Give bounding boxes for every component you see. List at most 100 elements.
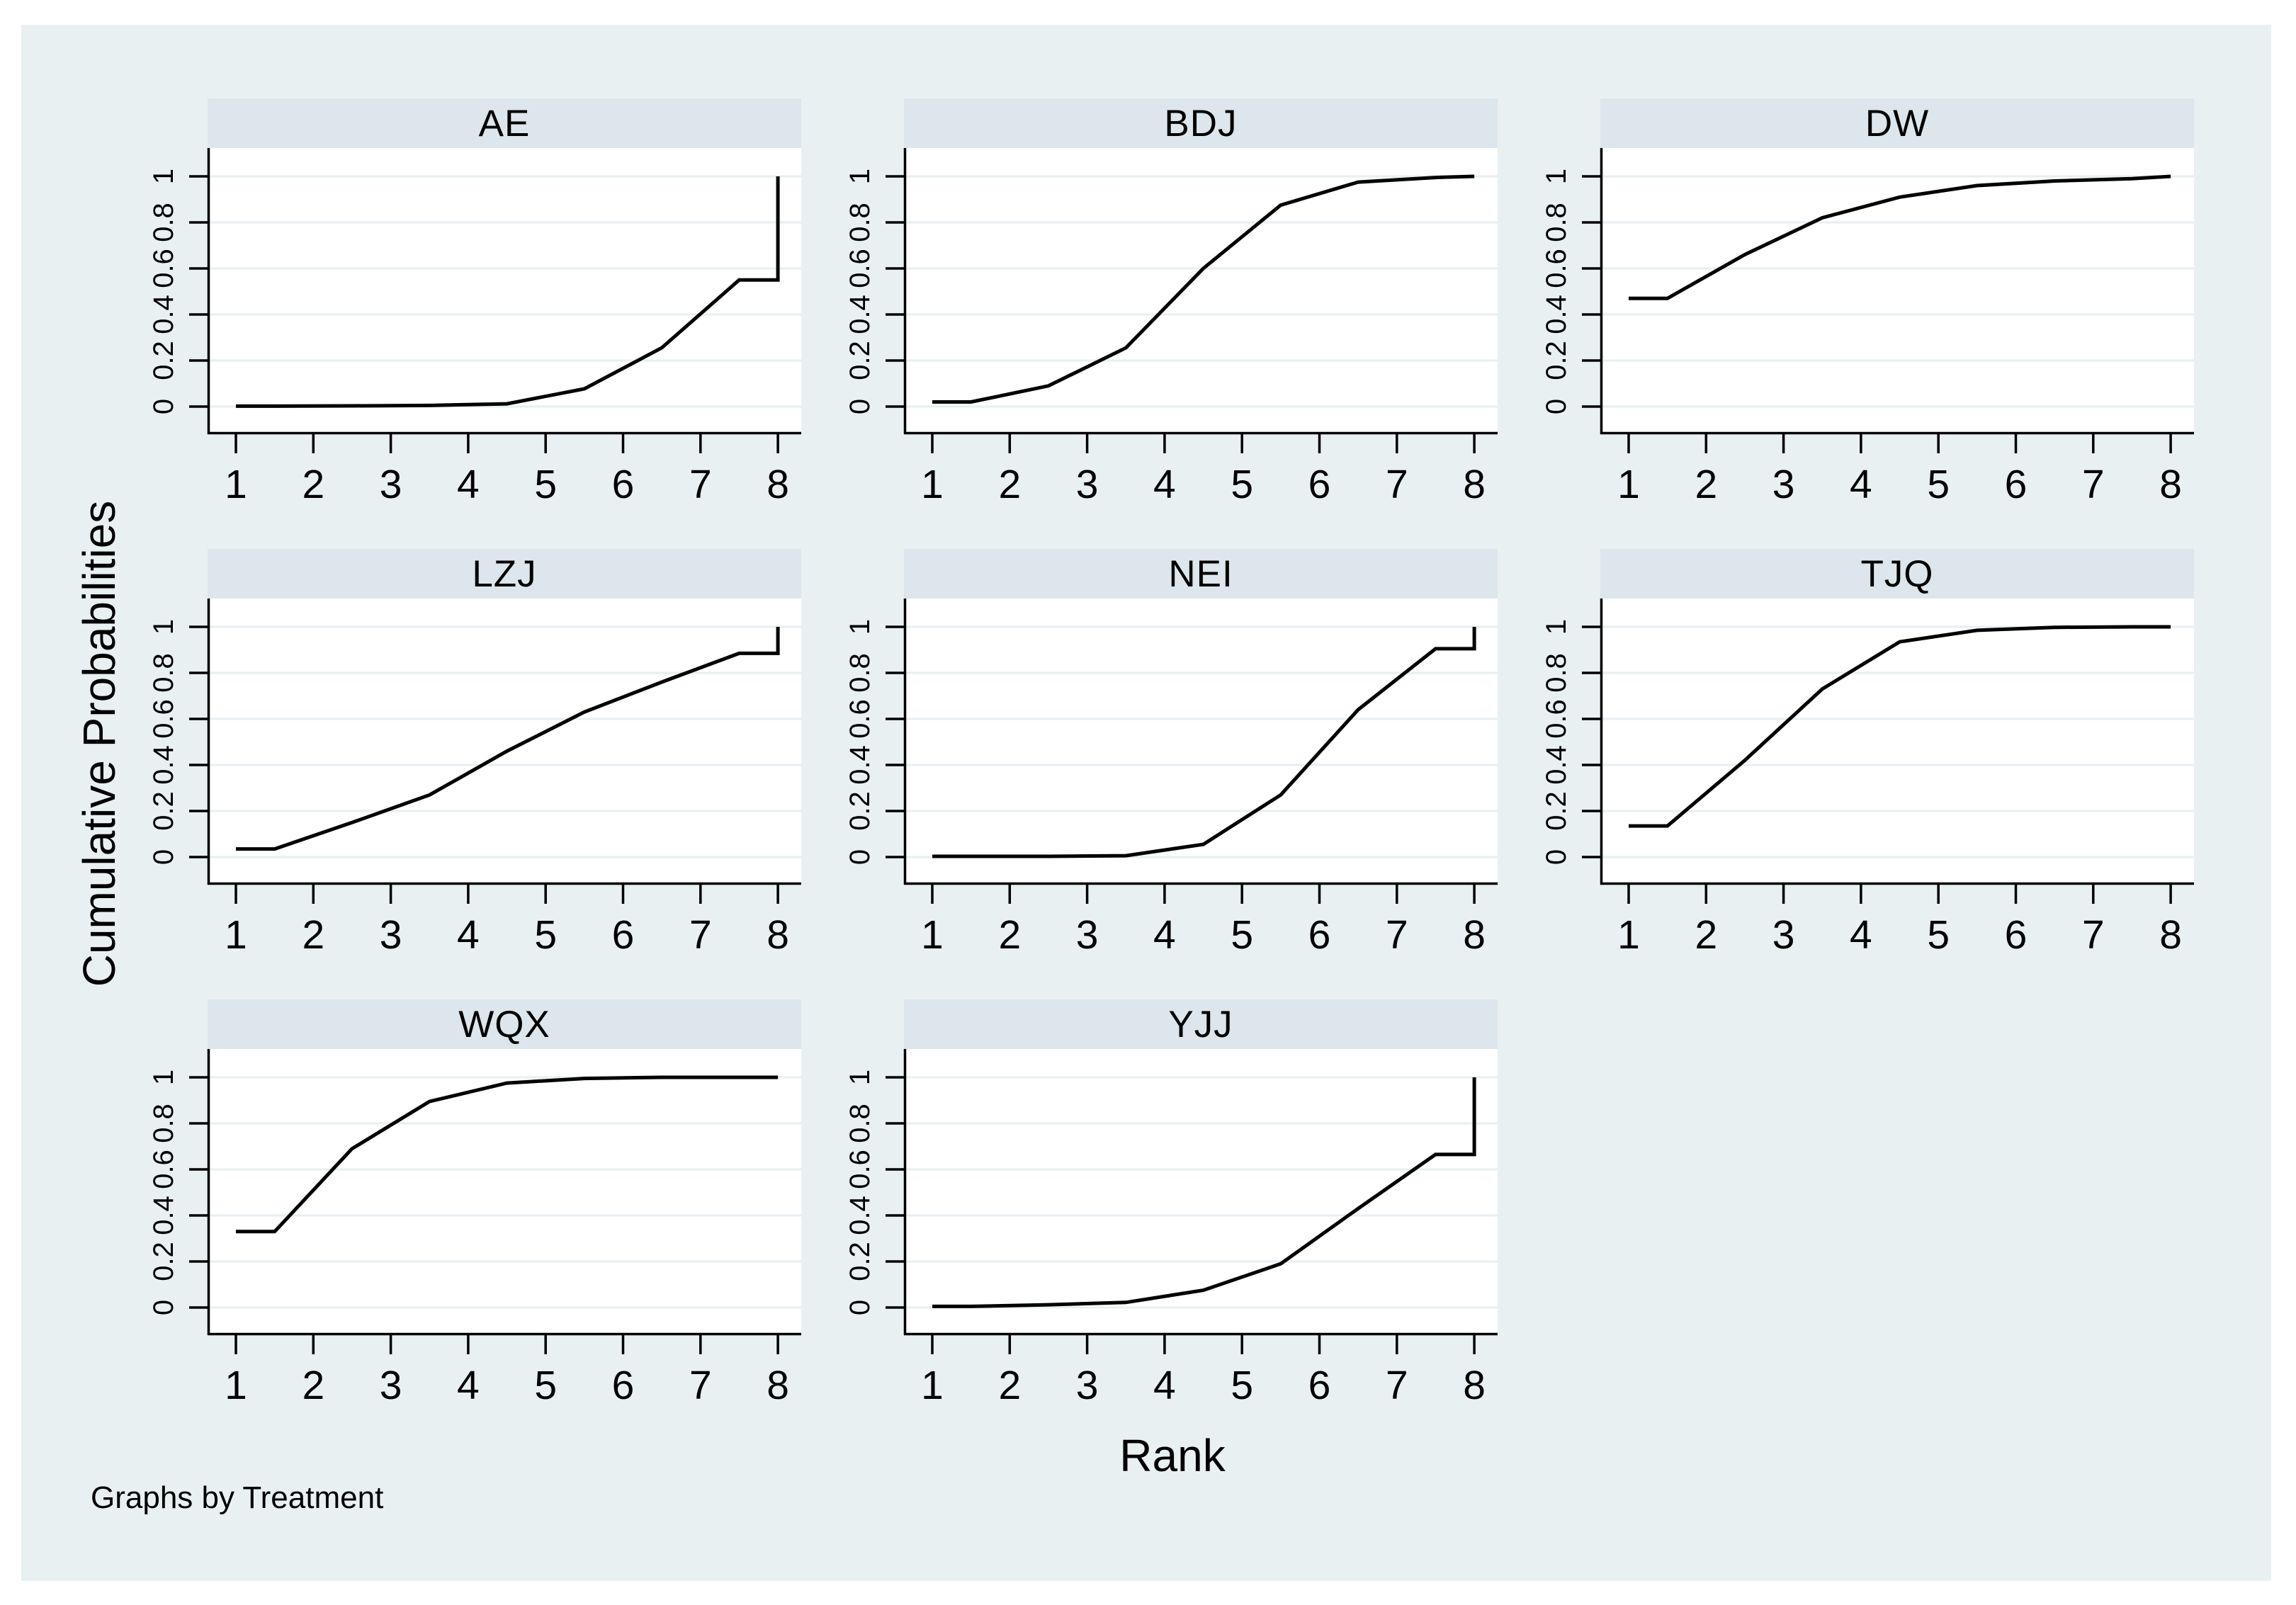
x-tick-label: 7 <box>1386 1363 1408 1408</box>
x-tick-label: 4 <box>457 1363 480 1408</box>
x-tick-label: 1 <box>225 912 247 958</box>
y-tick-label: 0.2 <box>1541 341 1572 380</box>
facet-plot: 0 0.2 0.4 0.6 0.8 1 1 2 3 4 5 6 7 8 <box>1541 148 2194 507</box>
facet-title: YJJ <box>1168 1003 1233 1045</box>
y-tick-label: 0.6 <box>148 249 179 288</box>
facet-header: TJQ <box>1600 549 2194 599</box>
x-tick-label: 7 <box>2082 462 2105 507</box>
series-line <box>236 1075 779 1234</box>
x-tick-label: 3 <box>380 912 402 958</box>
x-tick-label: 4 <box>457 912 480 958</box>
x-tick-label: 7 <box>2082 912 2105 958</box>
y-tick-label: 0 <box>1541 849 1572 865</box>
x-tick-label: 4 <box>1850 462 1872 507</box>
plot-area <box>208 1049 801 1335</box>
y-tick-label: 0.4 <box>1541 745 1572 785</box>
x-tick-label: 1 <box>921 912 944 958</box>
series-line <box>1629 625 2171 828</box>
series-line <box>932 174 1475 404</box>
y-tick-label: 0 <box>844 399 876 414</box>
y-tick-label: 0.2 <box>148 791 179 831</box>
y-tick-label: 0.6 <box>844 249 876 288</box>
x-tick-label: 2 <box>998 912 1021 958</box>
x-tick-label: 7 <box>689 1363 712 1408</box>
facet-header: DW <box>1600 98 2194 148</box>
series-line <box>236 176 780 408</box>
facet-title: NEI <box>1168 552 1233 595</box>
y-tick-label: 0.8 <box>148 653 179 693</box>
facet-title: DW <box>1865 102 1930 144</box>
x-tick-label: 5 <box>534 1363 557 1408</box>
x-tick-label: 2 <box>1695 462 1717 507</box>
x-tick-label: 5 <box>534 462 557 507</box>
x-tick-label: 6 <box>1308 462 1331 507</box>
x-tick-label: 4 <box>1153 1363 1176 1408</box>
facet-header: WQX <box>208 999 801 1049</box>
facet-header: BDJ <box>904 98 1498 148</box>
x-tick-label: 6 <box>2005 462 2028 507</box>
y-tick-label: 0.2 <box>1541 791 1572 831</box>
facet-panel: DW 0 0.2 0.4 0.6 0.8 1 1 2 3 4 5 6 7 8 <box>1541 98 2194 523</box>
facet-panel: WQX 0 0.2 0.4 0.6 0.8 1 1 2 3 4 5 6 7 8 <box>148 999 801 1424</box>
facet-panel: YJJ 0 0.2 0.4 0.6 0.8 1 1 2 3 4 5 6 7 8 <box>844 999 1498 1424</box>
x-tick-label: 1 <box>1617 462 1640 507</box>
x-tick-label: 2 <box>1695 912 1717 958</box>
x-tick-label: 6 <box>612 462 635 507</box>
x-tick-label: 4 <box>1850 912 1872 958</box>
y-tick-label: 0.8 <box>148 1104 179 1143</box>
y-axis-title: Cumulative Probabilities <box>74 500 125 987</box>
plot-area <box>1600 599 2194 885</box>
x-tick-label: 8 <box>767 462 789 507</box>
y-tick-label: 1 <box>148 619 179 635</box>
plot-area <box>904 1049 1498 1335</box>
y-tick-label: 0 <box>844 1300 876 1315</box>
x-tick-label: 6 <box>1308 1363 1331 1408</box>
y-tick-label: 0.8 <box>148 203 179 242</box>
faceted-line-chart: Cumulative Probabilities Rank Graphs by … <box>21 25 2271 1581</box>
x-tick-label: 1 <box>225 462 247 507</box>
y-tick-label: 0.2 <box>148 341 179 380</box>
x-tick-label: 8 <box>1463 912 1486 958</box>
x-tick-label: 1 <box>921 462 944 507</box>
x-tick-label: 3 <box>1772 912 1795 958</box>
x-tick-label: 8 <box>767 912 789 958</box>
plot-area <box>904 148 1498 434</box>
facet-title: TJQ <box>1860 552 1934 595</box>
y-tick-label: 1 <box>1541 619 1572 635</box>
x-tick-label: 7 <box>689 912 712 958</box>
x-tick-label: 6 <box>2005 912 2028 958</box>
y-tick-label: 0.4 <box>844 745 876 785</box>
facet-plot: 0 0.2 0.4 0.6 0.8 1 1 2 3 4 5 6 7 8 <box>1541 599 2194 958</box>
y-tick-label: 0.6 <box>844 1150 876 1189</box>
y-tick-label: 0.6 <box>844 699 876 739</box>
x-tick-label: 3 <box>1772 462 1795 507</box>
series-line <box>932 1077 1476 1308</box>
y-tick-label: 0.2 <box>844 1242 876 1281</box>
y-tick-label: 0.6 <box>148 699 179 739</box>
y-tick-label: 0.4 <box>1541 295 1572 334</box>
x-tick-label: 3 <box>1076 1363 1099 1408</box>
x-tick-label: 5 <box>1927 462 1950 507</box>
y-tick-label: 0.2 <box>844 341 876 380</box>
x-tick-label: 3 <box>380 462 402 507</box>
x-tick-label: 8 <box>1463 462 1486 507</box>
facet-panel: BDJ 0 0.2 0.4 0.6 0.8 1 1 2 3 4 5 6 7 8 <box>844 98 1498 523</box>
facet-panel: LZJ 0 0.2 0.4 0.6 0.8 1 1 2 3 4 5 6 7 8 <box>148 549 801 974</box>
series-line <box>932 627 1476 858</box>
x-tick-label: 1 <box>921 1363 944 1408</box>
x-tick-label: 8 <box>1463 1363 1486 1408</box>
y-tick-label: 1 <box>148 169 179 184</box>
x-tick-label: 8 <box>2159 912 2182 958</box>
y-tick-label: 0.4 <box>148 295 179 334</box>
facet-panel: AE 0 0.2 0.4 0.6 0.8 1 1 2 3 4 5 6 7 8 <box>148 98 801 523</box>
facet-plot: 0 0.2 0.4 0.6 0.8 1 1 2 3 4 5 6 7 8 <box>844 1049 1498 1408</box>
plot-area <box>904 599 1498 885</box>
graphs-by-caption: Graphs by Treatment <box>91 1480 384 1515</box>
x-tick-label: 7 <box>1386 912 1408 958</box>
facet-title: AE <box>478 102 531 144</box>
y-tick-label: 0.4 <box>844 295 876 334</box>
x-tick-label: 7 <box>689 462 712 507</box>
y-tick-label: 1 <box>844 169 876 184</box>
y-tick-label: 0.4 <box>844 1196 876 1235</box>
